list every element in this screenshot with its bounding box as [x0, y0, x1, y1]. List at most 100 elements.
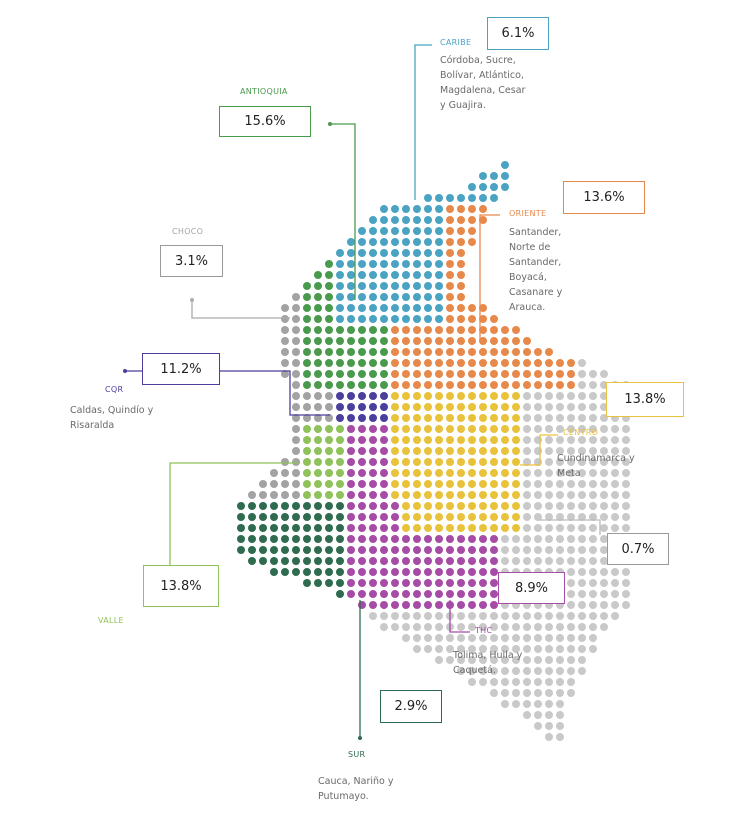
dot	[325, 337, 333, 345]
dot	[457, 436, 465, 444]
dot	[314, 535, 322, 543]
dot	[237, 546, 245, 554]
dot	[380, 469, 388, 477]
dot	[512, 656, 520, 664]
dot	[424, 414, 432, 422]
dot	[578, 601, 586, 609]
dot	[303, 447, 311, 455]
dot	[391, 601, 399, 609]
dot	[336, 260, 344, 268]
dot	[534, 348, 542, 356]
dot	[578, 359, 586, 367]
dot	[622, 579, 630, 587]
dot	[336, 458, 344, 466]
dot	[490, 524, 498, 532]
dot	[490, 469, 498, 477]
dot	[446, 535, 454, 543]
dot	[402, 227, 410, 235]
dot	[578, 381, 586, 389]
dot	[380, 612, 388, 620]
dot	[424, 436, 432, 444]
dot	[413, 579, 421, 587]
dot	[457, 348, 465, 356]
dot	[556, 612, 564, 620]
dot	[281, 315, 289, 323]
dot	[402, 337, 410, 345]
dot	[457, 381, 465, 389]
dot	[347, 513, 355, 521]
dot	[369, 315, 377, 323]
dot	[545, 722, 553, 730]
dot	[556, 392, 564, 400]
dot	[512, 414, 520, 422]
dot	[347, 535, 355, 543]
dot	[369, 513, 377, 521]
dot	[413, 524, 421, 532]
dot	[380, 260, 388, 268]
dot	[457, 480, 465, 488]
dot	[457, 656, 465, 664]
dot	[314, 546, 322, 554]
dot	[501, 161, 509, 169]
dot	[457, 645, 465, 653]
region-name: CENTRO	[563, 428, 599, 437]
leader-line	[191, 300, 290, 319]
dot	[435, 216, 443, 224]
dot	[402, 238, 410, 246]
dot	[413, 381, 421, 389]
dot	[435, 546, 443, 554]
dot	[589, 612, 597, 620]
dot	[545, 535, 553, 543]
dot	[578, 568, 586, 576]
dot	[358, 535, 366, 543]
dot	[534, 414, 542, 422]
dot	[446, 326, 454, 334]
dot	[358, 359, 366, 367]
dot	[391, 304, 399, 312]
dot	[325, 326, 333, 334]
dot	[512, 524, 520, 532]
dot	[303, 392, 311, 400]
dot	[336, 535, 344, 543]
dot	[534, 557, 542, 565]
dot	[391, 337, 399, 345]
dot	[446, 282, 454, 290]
dot	[567, 458, 575, 466]
dot	[380, 359, 388, 367]
dot	[369, 238, 377, 246]
dot	[325, 579, 333, 587]
dot	[479, 678, 487, 686]
dot	[567, 414, 575, 422]
dot	[567, 535, 575, 543]
dot	[380, 557, 388, 565]
dot	[358, 326, 366, 334]
dot	[545, 513, 553, 521]
dot	[545, 733, 553, 741]
dot	[567, 469, 575, 477]
dot	[336, 304, 344, 312]
dot	[391, 436, 399, 444]
dot	[534, 634, 542, 642]
share-box: 13.6%	[563, 181, 645, 214]
dot	[347, 359, 355, 367]
dot	[380, 315, 388, 323]
dot	[413, 293, 421, 301]
dot	[435, 425, 443, 433]
dot	[369, 502, 377, 510]
dot	[523, 557, 531, 565]
dot	[292, 392, 300, 400]
dot	[303, 370, 311, 378]
dot	[347, 249, 355, 257]
dot	[468, 568, 476, 576]
dot	[534, 381, 542, 389]
dot	[303, 282, 311, 290]
dot	[611, 502, 619, 510]
dot	[468, 370, 476, 378]
dot	[292, 304, 300, 312]
dot	[303, 381, 311, 389]
dot	[468, 304, 476, 312]
dot	[259, 480, 267, 488]
dot	[358, 491, 366, 499]
dot	[600, 513, 608, 521]
